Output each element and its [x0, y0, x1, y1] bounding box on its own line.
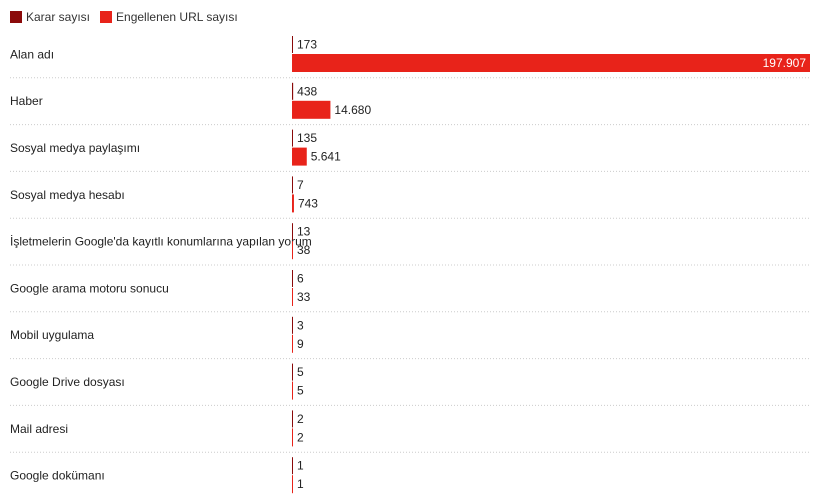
data-label-karar: 173: [297, 38, 317, 52]
data-label-karar: 6: [297, 272, 304, 286]
category-label: Google arama motoru sonucu: [10, 281, 169, 295]
bar-karar: [292, 36, 293, 53]
data-label-karar: 7: [297, 178, 304, 192]
data-label-karar: 1: [297, 459, 304, 473]
data-label-engellenen: 743: [298, 196, 318, 210]
data-label-engellenen: 33: [297, 290, 311, 304]
bar-engellenen: [292, 334, 293, 353]
legend-item-karar[interactable]: Karar sayısı: [10, 10, 90, 24]
bar-karar: [292, 223, 293, 241]
data-label-karar: 13: [297, 225, 311, 239]
category-label: Mail adresi: [10, 422, 68, 436]
data-label-engellenen: 197.907: [763, 56, 807, 70]
bar-engellenen: [292, 475, 293, 494]
bar-engellenen: [292, 147, 307, 166]
legend-swatch-engellenen: [100, 11, 113, 23]
legend-item-engellenen[interactable]: Engellenen URL sayısı: [100, 10, 238, 24]
bar-engellenen: [292, 288, 293, 306]
legend: Karar sayısı Engellenen URL sayısı: [10, 9, 248, 25]
bar-engellenen: [292, 54, 810, 72]
data-label-engellenen: 9: [297, 337, 304, 351]
legend-label-karar: Karar sayısı: [26, 10, 91, 24]
bar-karar: [292, 363, 293, 381]
data-label-engellenen: 1: [297, 477, 304, 491]
category-label: Haber: [10, 94, 43, 108]
data-label-engellenen: 5: [297, 384, 304, 398]
category-label: Google dokümanı: [10, 469, 105, 483]
bar-karar: [292, 410, 293, 428]
data-label-karar: 3: [297, 318, 304, 332]
data-label-engellenen: 2: [297, 430, 304, 444]
bar-engellenen: [292, 428, 293, 447]
data-label-engellenen: 5.641: [311, 150, 341, 164]
data-label-karar: 2: [297, 412, 304, 426]
bar-engellenen: [292, 381, 293, 400]
category-label: İşletmelerin Google'da kayıtlı konumları…: [10, 235, 312, 249]
data-label-karar: 438: [297, 84, 317, 98]
bar-karar: [292, 176, 293, 194]
category-label: Mobil uygulama: [10, 328, 94, 342]
bar-engellenen: [292, 194, 294, 213]
bar-karar: [292, 82, 294, 100]
bar-engellenen: [292, 241, 293, 260]
bar-karar: [292, 270, 293, 287]
bar-engellenen: [292, 100, 331, 119]
legend-label-engellenen: Engellenen URL sayısı: [116, 10, 238, 24]
bar-karar: [292, 457, 293, 475]
category-label: Sosyal medya hesabı: [10, 188, 125, 202]
data-label-engellenen: 38: [297, 243, 311, 257]
data-label-karar: 135: [297, 131, 317, 145]
category-label: Google Drive dosyası: [10, 375, 125, 389]
category-label: Alan adı: [10, 47, 54, 61]
data-label-karar: 5: [297, 365, 304, 379]
bar-karar: [292, 316, 293, 334]
legend-swatch-karar: [10, 11, 22, 23]
data-label-engellenen: 14.680: [334, 103, 371, 117]
bar-karar: [292, 129, 293, 147]
category-label: Sosyal medya paylaşımı: [10, 141, 140, 155]
